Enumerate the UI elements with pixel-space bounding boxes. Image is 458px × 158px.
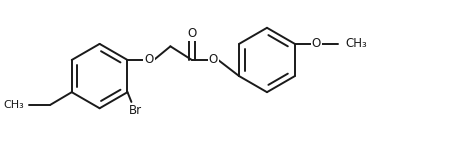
Text: CH₃: CH₃ [346, 37, 367, 50]
Text: O: O [187, 27, 196, 40]
Text: O: O [312, 37, 321, 50]
Text: CH₃: CH₃ [3, 100, 24, 110]
Text: Br: Br [129, 104, 142, 117]
Text: O: O [209, 53, 218, 67]
Text: O: O [144, 53, 153, 67]
